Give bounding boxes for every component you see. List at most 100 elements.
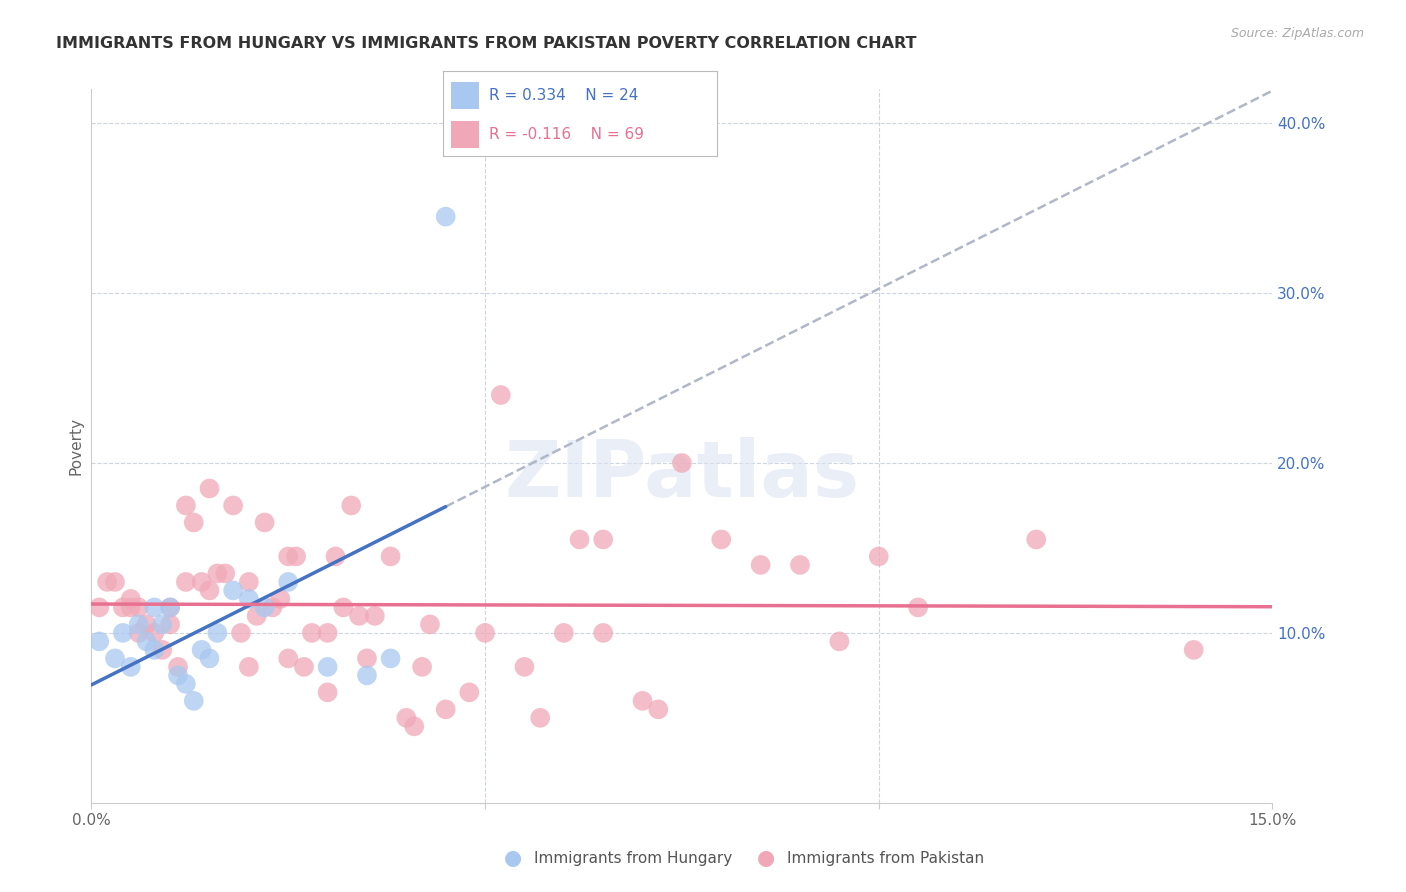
Point [411,660,433,674]
Point [647,702,669,716]
Point [285,549,308,564]
Point [380,651,402,665]
Point [238,591,260,606]
Point [434,702,457,716]
Point [419,617,441,632]
Point [253,516,276,530]
Point [128,626,150,640]
Point [159,600,181,615]
Point [347,608,370,623]
Point [553,626,575,640]
Point [325,549,347,564]
Point [104,651,127,665]
Point [458,685,481,699]
Point [238,574,260,589]
Point [143,600,166,615]
Point [183,516,205,530]
Point [434,210,457,224]
Point [222,499,245,513]
Text: IMMIGRANTS FROM HUNGARY VS IMMIGRANTS FROM PAKISTAN POVERTY CORRELATION CHART: IMMIGRANTS FROM HUNGARY VS IMMIGRANTS FR… [56,36,917,51]
Point [395,711,418,725]
Point [253,600,276,615]
Y-axis label: Poverty: Poverty [67,417,83,475]
Point [222,583,245,598]
Point [513,660,536,674]
FancyBboxPatch shape [451,82,478,110]
Point [364,608,387,623]
Point [183,694,205,708]
Point [198,583,221,598]
Text: R = 0.334    N = 24: R = 0.334 N = 24 [489,88,638,103]
Point [529,711,551,725]
Point [592,626,614,640]
Point [1182,643,1205,657]
Point [89,600,111,615]
Point [568,533,591,547]
Text: Source: ZipAtlas.com: Source: ZipAtlas.com [1230,27,1364,40]
Point [789,558,811,572]
Point [104,574,127,589]
Point [671,456,693,470]
Point [167,668,190,682]
Point [380,549,402,564]
Point [592,533,614,547]
Point [174,677,197,691]
Point [316,660,339,674]
Point [128,600,150,615]
Point [150,617,173,632]
Point [316,626,339,640]
Point [111,600,134,615]
Point [143,643,166,657]
Point [631,694,654,708]
Point [277,574,299,589]
Point [868,549,890,564]
Point [229,626,252,640]
Point [710,533,733,547]
Point [316,685,339,699]
Point [190,574,212,589]
Point [174,499,197,513]
Point [120,660,142,674]
Point [120,600,142,615]
Point [828,634,851,648]
Text: Immigrants from Hungary: Immigrants from Hungary [534,851,733,865]
Point [292,660,315,674]
Point [246,608,269,623]
Point [207,626,229,640]
Point [238,660,260,674]
Point [135,634,157,648]
Point [111,626,134,640]
Point [474,626,496,640]
Point [89,634,111,648]
Point [356,651,378,665]
Point [301,626,323,640]
Point [356,668,378,682]
Point [198,651,221,665]
Point [340,499,363,513]
Point [489,388,512,402]
Point [159,600,181,615]
Point [128,617,150,632]
Point [907,600,929,615]
Text: ●: ● [758,848,775,868]
Point [143,626,166,640]
Point [150,643,173,657]
Point [174,574,197,589]
Text: ●: ● [505,848,522,868]
Text: ZIPatlas: ZIPatlas [505,436,859,513]
Point [190,643,212,657]
Text: R = -0.116    N = 69: R = -0.116 N = 69 [489,127,644,142]
Point [277,651,299,665]
Point [749,558,772,572]
Point [277,549,299,564]
Point [332,600,354,615]
Point [404,719,426,733]
Point [198,482,221,496]
Point [120,591,142,606]
Point [135,617,157,632]
Point [159,617,181,632]
FancyBboxPatch shape [451,120,478,147]
Point [262,600,284,615]
Point [1025,533,1047,547]
Point [167,660,190,674]
